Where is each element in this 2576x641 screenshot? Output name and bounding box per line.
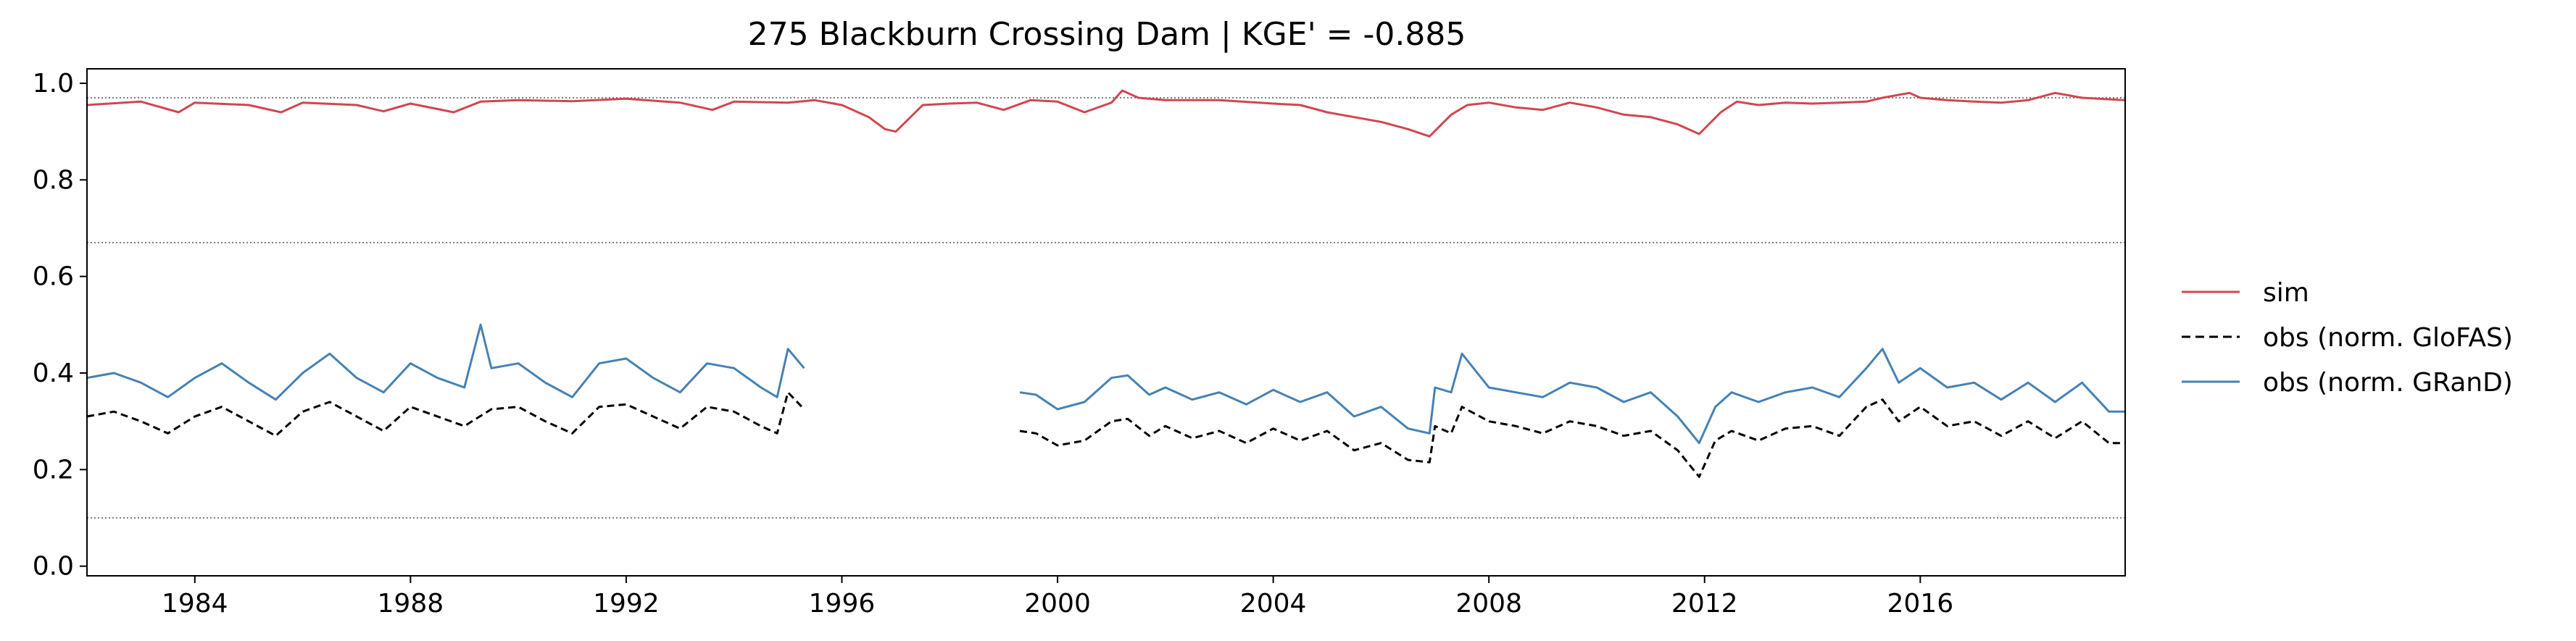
x-tick-label: 1988 (378, 589, 444, 619)
legend-label-obs-grand: obs (norm. GRanD) (2263, 368, 2513, 398)
series-line-obs-grand-0 (86, 323, 805, 401)
x-tick-label: 2016 (1887, 589, 1953, 619)
series-line-obs-glofas-1 (1019, 398, 2125, 478)
y-tick-label: 0.4 (33, 359, 74, 388)
x-tick-label: 2008 (1455, 589, 1522, 619)
reference-lines (87, 97, 2125, 519)
series-layer (86, 89, 2126, 478)
x-tick-label: 1992 (593, 589, 660, 619)
x-tick-label: 2004 (1240, 589, 1307, 619)
y-axis: 0.0 0.2 0.4 0.6 0.8 1.0 (33, 69, 87, 582)
y-tick-label: 1.0 (33, 69, 74, 99)
x-axis: 1984 1988 1992 1996 2000 2004 2008 2012 2016 (162, 576, 1953, 619)
y-tick-label: 0.0 (33, 552, 74, 582)
series-line-obs-grand-1 (1019, 348, 2125, 445)
x-tick-label: 1996 (809, 589, 876, 619)
x-tick-label: 2012 (1671, 589, 1738, 619)
y-tick-label: 0.6 (33, 262, 74, 292)
chart-title: 275 Blackburn Crossing Dam | KGE' = -0.8… (748, 16, 1466, 53)
legend-label-obs-glofas: obs (norm. GloFAS) (2263, 323, 2513, 353)
y-tick-label: 0.2 (33, 455, 74, 485)
x-tick-label: 1984 (162, 589, 228, 619)
x-tick-label: 2000 (1024, 589, 1091, 619)
series-line-sim-0 (86, 89, 2126, 138)
legend: sim obs (norm. GloFAS) obs (norm. GRanD) (2182, 278, 2513, 398)
legend-label-sim: sim (2263, 278, 2309, 308)
plot-frame (86, 68, 2126, 577)
series-line-obs-glofas-0 (86, 391, 805, 437)
y-tick-label: 0.8 (33, 165, 74, 195)
